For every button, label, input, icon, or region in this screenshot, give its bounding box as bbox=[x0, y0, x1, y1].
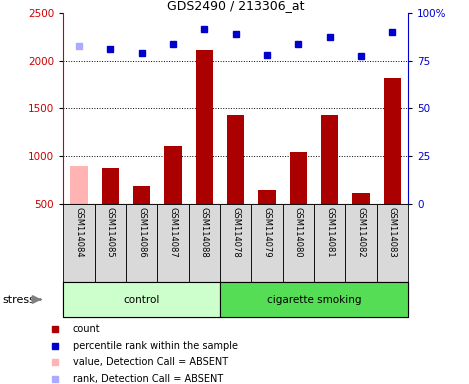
Text: GSM114081: GSM114081 bbox=[325, 207, 334, 258]
Text: GSM114086: GSM114086 bbox=[137, 207, 146, 258]
Bar bbox=[352, 193, 370, 204]
Text: GSM114087: GSM114087 bbox=[168, 207, 177, 258]
Text: GSM114079: GSM114079 bbox=[263, 207, 272, 258]
Text: GSM114084: GSM114084 bbox=[75, 207, 83, 258]
Bar bbox=[290, 152, 307, 204]
Bar bbox=[102, 168, 119, 204]
Bar bbox=[189, 204, 220, 282]
Bar bbox=[164, 146, 182, 204]
Bar bbox=[63, 282, 220, 317]
Bar bbox=[196, 50, 213, 204]
Text: count: count bbox=[73, 324, 101, 334]
Bar bbox=[95, 204, 126, 282]
Text: GSM114080: GSM114080 bbox=[294, 207, 303, 258]
Text: GSM114078: GSM114078 bbox=[231, 207, 240, 258]
Bar bbox=[377, 204, 408, 282]
Text: GSM114085: GSM114085 bbox=[106, 207, 115, 258]
Bar bbox=[314, 204, 345, 282]
Text: control: control bbox=[123, 295, 160, 305]
Text: percentile rank within the sample: percentile rank within the sample bbox=[73, 341, 238, 351]
Bar bbox=[63, 204, 95, 282]
Bar bbox=[157, 204, 189, 282]
Bar bbox=[133, 186, 150, 204]
Bar bbox=[220, 282, 408, 317]
Text: GSM114082: GSM114082 bbox=[356, 207, 365, 258]
Text: GSM114083: GSM114083 bbox=[388, 207, 397, 258]
Title: GDS2490 / 213306_at: GDS2490 / 213306_at bbox=[167, 0, 304, 12]
Text: stress: stress bbox=[3, 295, 36, 305]
Text: rank, Detection Call = ABSENT: rank, Detection Call = ABSENT bbox=[73, 374, 223, 384]
Text: GSM114088: GSM114088 bbox=[200, 207, 209, 258]
Bar bbox=[220, 204, 251, 282]
Bar bbox=[251, 204, 283, 282]
Bar bbox=[70, 166, 88, 204]
Bar bbox=[126, 204, 157, 282]
Bar bbox=[258, 190, 276, 204]
Bar bbox=[283, 204, 314, 282]
Bar bbox=[345, 204, 377, 282]
Bar bbox=[384, 78, 401, 204]
Text: value, Detection Call = ABSENT: value, Detection Call = ABSENT bbox=[73, 358, 228, 367]
Text: cigarette smoking: cigarette smoking bbox=[267, 295, 361, 305]
Bar bbox=[321, 115, 338, 204]
Bar bbox=[227, 115, 244, 204]
